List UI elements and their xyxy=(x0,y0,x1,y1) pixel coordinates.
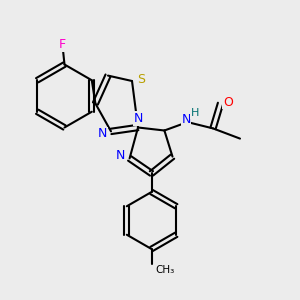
Text: O: O xyxy=(223,95,233,109)
Text: N: N xyxy=(98,127,107,140)
Text: N: N xyxy=(181,112,191,126)
Text: CH₃: CH₃ xyxy=(155,265,174,275)
Text: F: F xyxy=(58,38,66,52)
Text: N: N xyxy=(115,149,125,162)
Text: N: N xyxy=(133,112,143,125)
Text: S: S xyxy=(137,73,145,86)
Text: H: H xyxy=(191,108,199,118)
